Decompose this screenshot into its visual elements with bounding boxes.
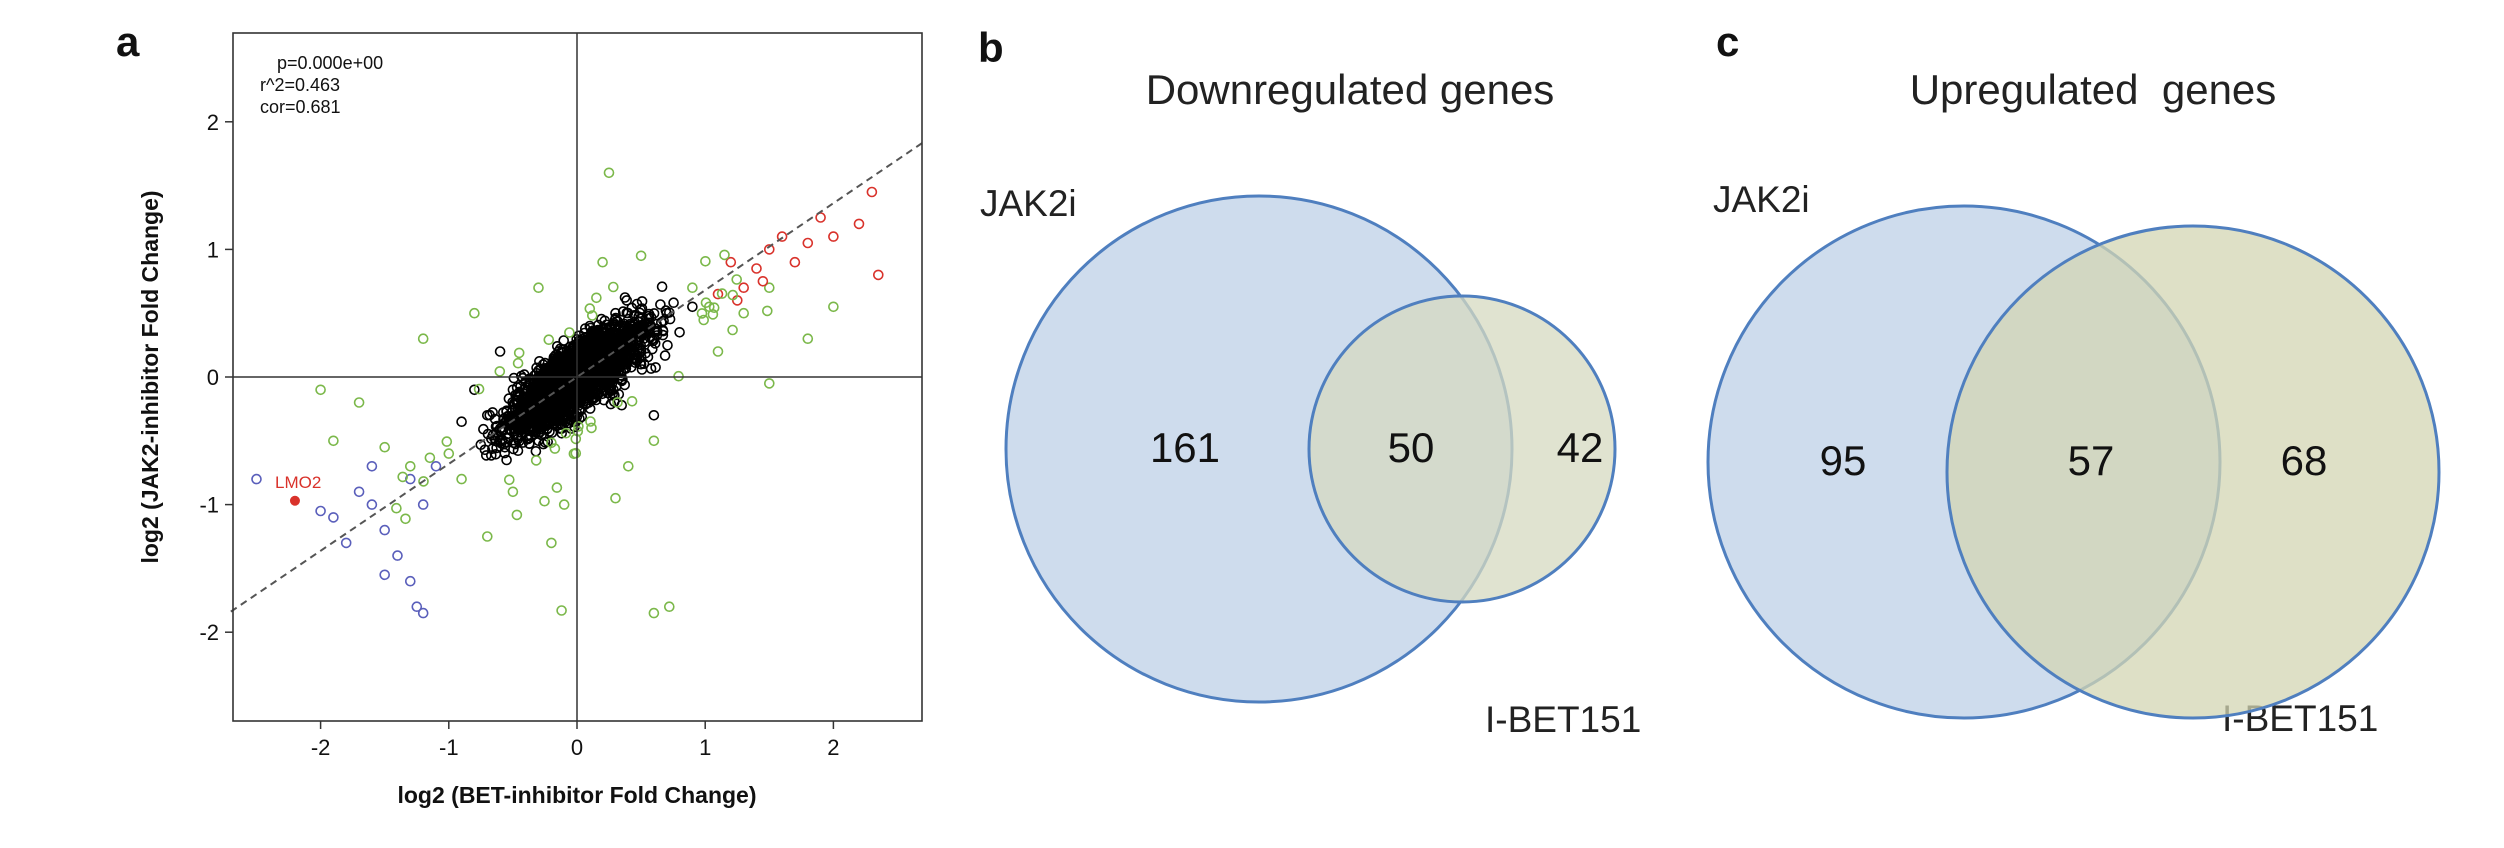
data-point bbox=[496, 426, 507, 437]
data-point bbox=[485, 450, 497, 461]
venn-c-title: Upregulated genes bbox=[1910, 66, 2277, 113]
venn-c-both: 57 bbox=[2068, 437, 2115, 484]
data-point bbox=[634, 347, 645, 358]
data-point bbox=[508, 443, 519, 455]
panel-label-b: b bbox=[978, 24, 1004, 71]
data-point bbox=[649, 338, 661, 349]
data-point bbox=[655, 299, 666, 310]
venn-c-only-a: 95 bbox=[1820, 437, 1867, 484]
data-point bbox=[636, 364, 648, 375]
venn-c-set-a-label: JAK2i bbox=[1713, 179, 1810, 220]
panel-label-c: c bbox=[1716, 18, 1740, 65]
data-point bbox=[651, 318, 662, 330]
venn-c-only-b: 68 bbox=[2281, 437, 2328, 484]
data-point bbox=[650, 362, 661, 373]
data-point bbox=[668, 297, 679, 309]
data-point bbox=[487, 407, 498, 418]
scatter-points bbox=[251, 167, 884, 619]
data-point bbox=[659, 350, 671, 361]
data-point bbox=[501, 454, 512, 466]
panel-label-a: a bbox=[116, 18, 140, 65]
data-point bbox=[556, 427, 568, 439]
data-point bbox=[655, 317, 667, 328]
data-point bbox=[662, 339, 673, 351]
data-point bbox=[643, 313, 655, 324]
venn-c-circle-ibet151 bbox=[1945, 224, 2441, 720]
data-point bbox=[523, 438, 535, 449]
